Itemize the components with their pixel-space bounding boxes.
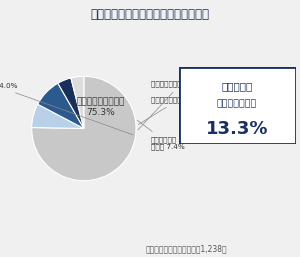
Wedge shape bbox=[58, 78, 84, 128]
Wedge shape bbox=[32, 104, 84, 128]
Text: 13.3%: 13.3% bbox=[206, 120, 268, 137]
Wedge shape bbox=[71, 76, 84, 128]
Text: 既に影響が出ている 4.3%: 既に影響が出ている 4.3% bbox=[138, 81, 211, 130]
Text: 影響の有無を
確認中 7.4%: 影響の有無を 確認中 7.4% bbox=[137, 120, 184, 150]
Text: （見込み含む）: （見込み含む） bbox=[217, 99, 257, 108]
Text: 影響がある: 影響がある bbox=[221, 81, 253, 91]
Text: 現時点で影響はない
75.3%: 現時点で影響はない 75.3% bbox=[76, 97, 124, 117]
Wedge shape bbox=[32, 76, 136, 181]
Wedge shape bbox=[38, 83, 84, 128]
Text: 能登半島地震による企業活動への影響: 能登半島地震による企業活動への影響 bbox=[91, 8, 209, 21]
Text: 影響が見込まれる 9.0%: 影響が見込まれる 9.0% bbox=[138, 96, 206, 124]
Text: 分からない 4.0%: 分からない 4.0% bbox=[0, 82, 133, 135]
FancyBboxPatch shape bbox=[178, 67, 296, 144]
Text: 注：母数は、有効回答企業1,238社: 注：母数は、有効回答企業1,238社 bbox=[145, 244, 227, 253]
